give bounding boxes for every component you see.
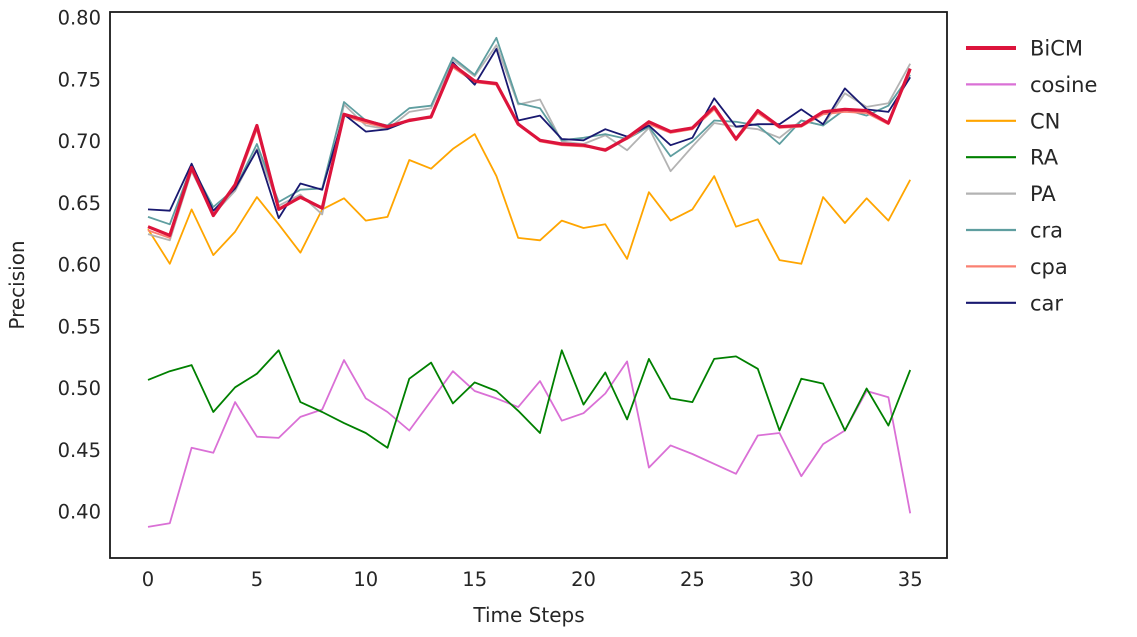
x-tick-label-5: 5 <box>251 568 263 591</box>
legend: BiCM cosine CN RA PA cra cpa car <box>966 37 1097 315</box>
legend-item-car: car <box>966 291 1063 315</box>
series-line-car <box>147 48 911 220</box>
legend-label-cosine: cosine <box>1030 73 1097 97</box>
series-line-BiCM <box>147 63 912 237</box>
y-tick-label-0.50: 0.50 <box>58 377 101 400</box>
legend-label-car: car <box>1030 291 1063 315</box>
x-axis-tick-labels: 0 5 10 15 20 25 30 35 <box>142 568 923 591</box>
legend-item-cosine: cosine <box>966 73 1097 97</box>
y-tick-label-0.40: 0.40 <box>58 501 101 524</box>
series-line-RA <box>147 349 912 449</box>
x-tick-label-25: 25 <box>680 568 705 591</box>
y-tick-label-0.65: 0.65 <box>58 192 101 215</box>
x-tick-label-15: 15 <box>462 568 487 591</box>
x-tick-label-10: 10 <box>353 568 378 591</box>
plot-border <box>109 11 948 559</box>
y-tick-label-0.70: 0.70 <box>58 130 101 153</box>
x-tick-label-20: 20 <box>571 568 596 591</box>
x-tick-label-0: 0 <box>142 568 154 591</box>
legend-label-CN: CN <box>1030 109 1060 133</box>
legend-label-cra: cra <box>1030 219 1063 243</box>
legend-label-PA: PA <box>1030 182 1056 206</box>
y-tick-label-0.75: 0.75 <box>58 68 101 91</box>
legend-item-cra: cra <box>966 219 1063 243</box>
x-tick-label-35: 35 <box>898 568 923 591</box>
x-tick-label-30: 30 <box>789 568 814 591</box>
y-axis-title: Precision <box>5 240 29 329</box>
y-axis-tick-labels: 0.40 0.45 0.50 0.55 0.60 0.65 0.70 0.75 0.80 <box>58 7 101 524</box>
y-tick-label-0.55: 0.55 <box>58 315 101 338</box>
legend-item-CN: CN <box>966 109 1060 133</box>
legend-item-PA: PA <box>966 182 1056 206</box>
legend-item-BiCM: BiCM <box>966 37 1083 61</box>
y-tick-label-0.80: 0.80 <box>58 7 101 30</box>
y-tick-label-0.60: 0.60 <box>58 254 101 277</box>
legend-label-BiCM: BiCM <box>1030 37 1083 61</box>
legend-item-RA: RA <box>966 146 1059 170</box>
x-axis-title: Time Steps <box>472 603 584 627</box>
y-tick-label-0.45: 0.45 <box>58 439 101 462</box>
legend-label-RA: RA <box>1030 146 1059 170</box>
legend-item-cpa: cpa <box>966 255 1068 279</box>
legend-label-cpa: cpa <box>1030 255 1068 279</box>
series-line-cosine <box>147 359 912 528</box>
series-lines <box>147 36 912 528</box>
series-line-CN <box>147 133 911 265</box>
